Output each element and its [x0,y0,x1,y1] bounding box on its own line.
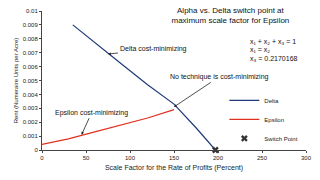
svg-text:150: 150 [169,155,180,161]
svg-text:0.004: 0.004 [23,92,39,98]
svg-text:0.009: 0.009 [23,22,39,28]
svg-text:0: 0 [40,155,44,161]
svg-text:Delta cost-minimizing: Delta cost-minimizing [120,45,187,53]
svg-text:x₁ + x₂ + x₃ = 1: x₁ + x₂ + x₃ = 1 [250,38,296,45]
svg-text:0.008: 0.008 [23,36,39,42]
svg-text:0.005: 0.005 [23,78,39,84]
svg-text:0.002: 0.002 [23,119,39,125]
svg-text:200: 200 [213,155,224,161]
svg-text:0: 0 [34,147,38,153]
svg-text:Switch Point: Switch Point [264,136,297,142]
svg-text:300: 300 [301,155,312,161]
svg-text:0.001: 0.001 [23,133,39,139]
svg-text:Epsilon: Epsilon [264,117,284,123]
svg-text:50: 50 [83,155,90,161]
svg-text:Scale Factor for the Rate of P: Scale Factor for the Rate of Profits (Pe… [105,164,243,172]
svg-text:0.006: 0.006 [23,64,39,70]
svg-text:No technique is cost-minimizin: No technique is cost-minimizing [170,73,269,81]
svg-text:0.003: 0.003 [23,105,39,111]
svg-text:Delta: Delta [264,98,279,104]
svg-text:Alpha vs. Delta switch point a: Alpha vs. Delta switch point atmaximum s… [171,6,289,25]
svg-text:0.007: 0.007 [23,50,39,56]
svg-text:Rent (Numeraire Units per Acre: Rent (Numeraire Units per Acre) [13,38,19,124]
svg-text:x₁ = x₂: x₁ = x₂ [250,46,270,53]
svg-text:0.01: 0.01 [26,8,38,14]
svg-text:100: 100 [125,155,136,161]
svg-text:250: 250 [257,155,268,161]
svg-text:Epsilon cost-minimizing: Epsilon cost-minimizing [55,109,128,117]
svg-text:x₃ = 0.2170168: x₃ = 0.2170168 [250,55,298,62]
